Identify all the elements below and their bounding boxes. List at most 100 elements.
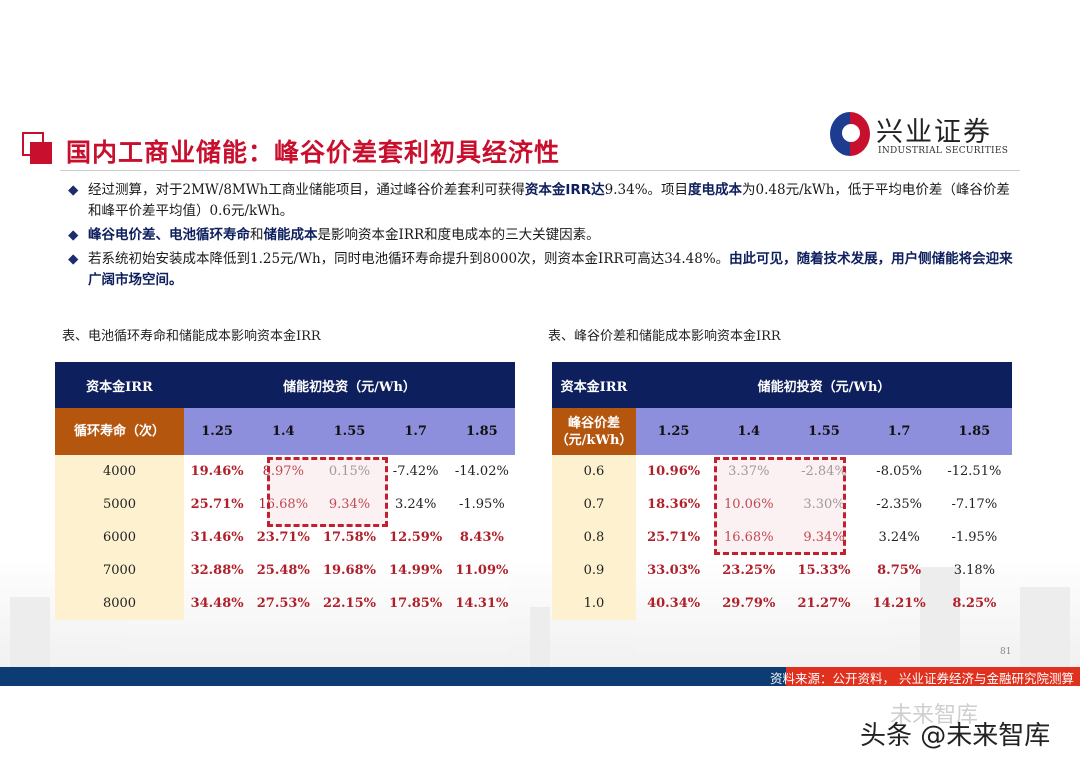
irr-cell: 33.03%	[647, 563, 701, 578]
bullet-text: 和	[250, 227, 264, 243]
irr-cell: 19.46%	[190, 464, 244, 479]
irr-cell: 8.97%	[262, 464, 304, 479]
logo-en: INDUSTRIAL SECURITIES	[878, 146, 1009, 156]
logo-cn: 兴业证券	[876, 117, 992, 148]
company-logo: 兴业证券 INDUSTRIAL SECURITIES	[830, 112, 1015, 160]
irr-cell: 23.71%	[256, 530, 310, 545]
source-note: 资料来源：公开资料， 兴业证券经济与金融研究院测算	[770, 671, 1074, 686]
irr-cell: 22.15%	[322, 596, 376, 611]
row-axis-label: 循环寿命（次）	[55, 408, 184, 455]
row-label: 6000	[55, 521, 184, 554]
page-number: 81	[1000, 647, 1012, 657]
irr-cell: 3.24%	[878, 530, 920, 545]
watermark: 头条 @未来智库	[860, 721, 1051, 751]
irr-cell: 40.34%	[647, 596, 701, 611]
title-divider	[60, 170, 1020, 171]
header-row: 资本金IRR 储能初投资（元/Wh）	[55, 362, 515, 408]
irr-cell: 8.25%	[952, 596, 997, 611]
irr-cell: 16.68%	[258, 497, 309, 512]
irr-cell: 17.58%	[322, 530, 376, 545]
column-header: 1.4	[271, 424, 295, 439]
irr-cell: 18.36%	[647, 497, 701, 512]
row-label: 4000	[55, 455, 184, 488]
irr-cell: -7.17%	[951, 497, 998, 512]
irr-cell: 9.34%	[803, 530, 845, 545]
irr-cell: -8.05%	[876, 464, 922, 479]
highlight-box-left	[267, 457, 388, 527]
irr-cell: 10.96%	[647, 464, 701, 479]
irr-cell: 0.15%	[328, 464, 371, 479]
column-header: 1.7	[887, 424, 911, 439]
irr-cell: 15.33%	[797, 563, 851, 578]
column-header: 1.25	[657, 424, 690, 439]
irr-cell: -12.51%	[947, 464, 1002, 479]
column-header-row: 峰谷价差（元/kWh） 1.25 1.4 1.55 1.7 1.85	[552, 408, 1012, 455]
table-row: 7000 32.88% 25.48% 19.68% 14.99% 11.09%	[55, 554, 515, 587]
page-title: 国内工商业储能：峰谷价差套利初具经济性	[66, 138, 561, 167]
column-header-row: 循环寿命（次） 1.25 1.4 1.55 1.7 1.85	[55, 408, 515, 455]
irr-cell: 31.46%	[190, 530, 244, 545]
irr-cell: -14.02%	[454, 464, 509, 479]
bullet-emphasis: 储能成本	[263, 227, 318, 243]
table-row: 0.6 10.96% 3.37% -2.84% -8.05% -12.51%	[552, 455, 1012, 488]
bullet-item: ◆ 经过测算，对于2MW/8MWh工商业储能项目，通过峰谷价差套利可获得资本金IR…	[68, 180, 1018, 222]
table-row: 5000 25.71% 16.68% 9.34% 3.24% -1.95%	[55, 488, 515, 521]
table-row: 0.8 25.71% 16.68% 9.34% 3.24% -1.95%	[552, 521, 1012, 554]
irr-cell: 14.21%	[872, 596, 926, 611]
row-axis-label: 峰谷价差（元/kWh）	[552, 408, 636, 455]
irr-cell: 11.09%	[455, 563, 509, 578]
irr-cell: -1.95%	[458, 497, 505, 512]
table-row: 0.9 33.03% 23.25% 15.33% 8.75% 3.18%	[552, 554, 1012, 587]
bullet-text: 若系统初始安装成本降低到1.25元/Wh，同时电池循环寿命提升到8000次，则资…	[88, 251, 730, 267]
row-label: 0.7	[552, 488, 636, 521]
watermark-faint: 未来智库	[890, 703, 979, 728]
irr-cell: 25.71%	[190, 497, 244, 512]
table-caption-right: 表、峰谷价差和储能成本影响资本金IRR	[548, 329, 781, 344]
irr-cell: 14.31%	[455, 596, 509, 611]
logo-emblem-icon	[830, 112, 870, 156]
bullet-list: ◆ 经过测算，对于2MW/8MWh工商业储能项目，通过峰谷价差套利可获得资本金IR…	[68, 180, 1018, 294]
irr-cell: 34.48%	[190, 596, 244, 611]
column-header: 1.7	[404, 424, 427, 439]
row-label: 7000	[55, 554, 184, 587]
row-label: 0.9	[552, 554, 636, 587]
column-header: 1.85	[466, 424, 498, 439]
irr-cell: -1.95%	[951, 530, 998, 545]
irr-cell: -2.35%	[876, 497, 922, 512]
table-caption-left: 表、电池循环寿命和储能成本影响资本金IRR	[62, 329, 321, 344]
irr-cell: 3.30%	[803, 497, 845, 512]
header-row: 资本金IRR 储能初投资（元/Wh）	[552, 362, 1012, 408]
irr-cell: 3.24%	[395, 497, 437, 512]
row-label: 0.8	[552, 521, 636, 554]
group-header: 储能初投资（元/Wh）	[283, 379, 416, 395]
irr-cell: 21.27%	[797, 596, 851, 611]
irr-cell: 29.79%	[722, 596, 776, 611]
irr-cell: 10.06%	[723, 497, 774, 512]
irr-cell: -7.42%	[392, 464, 439, 479]
irr-cell: 14.99%	[389, 563, 443, 578]
irr-cell: 19.68%	[322, 563, 376, 578]
diamond-bullet-icon: ◆	[68, 182, 79, 198]
bullet-text: 经过测算，对于2MW/8MWh工商业储能项目，通过峰谷价差套利可获得	[88, 182, 525, 198]
bullet-emphasis: 由此可见，随着技术发展，用户侧储能将会迎来广阔市场空间。	[88, 251, 1013, 288]
bullet-text: 为0.48元/kWh，低于平均电价差（峰谷价差和峰平价差平均值）0.6元/kWh…	[88, 182, 1010, 219]
column-header: 1.85	[958, 424, 991, 439]
footer-band: 资料来源：公开资料， 兴业证券经济与金融研究院测算	[0, 667, 1080, 686]
row-label: 1.0	[552, 587, 636, 620]
table-row: 1.0 40.34% 29.79% 21.27% 14.21% 8.25%	[552, 587, 1012, 620]
irr-cell: 32.88%	[190, 563, 244, 578]
bullet-item: ◆ 若系统初始安装成本降低到1.25元/Wh，同时电池循环寿命提升到8000次，则…	[68, 249, 1018, 291]
irr-cell: -2.84%	[801, 464, 847, 479]
bullet-emphasis: 度电成本	[688, 182, 743, 198]
irr-cell: 17.85%	[389, 596, 443, 611]
irr-cell: 25.71%	[647, 530, 701, 545]
column-header: 1.55	[333, 424, 366, 439]
irr-table-price-spread: 资本金IRR 储能初投资（元/Wh） 峰谷价差（元/kWh） 1.25 1.4 1.55 1…	[552, 362, 1012, 620]
table-row: 8000 34.48% 27.53% 22.15% 17.85% 14.31%	[55, 587, 515, 620]
irr-cell: 8.43%	[459, 530, 504, 545]
irr-cell: 25.48%	[256, 563, 310, 578]
column-header: 1.4	[737, 424, 761, 439]
bullet-item: ◆ 峰谷电价差、电池循环寿命和储能成本是影响资本金IRR和度电成本的三大关键因素。	[68, 225, 1018, 246]
table-row: 4000 19.46% 8.97% 0.15% -7.42% -14.02%	[55, 455, 515, 488]
table-row: 6000 31.46% 23.71% 17.58% 12.59% 8.43%	[55, 521, 515, 554]
